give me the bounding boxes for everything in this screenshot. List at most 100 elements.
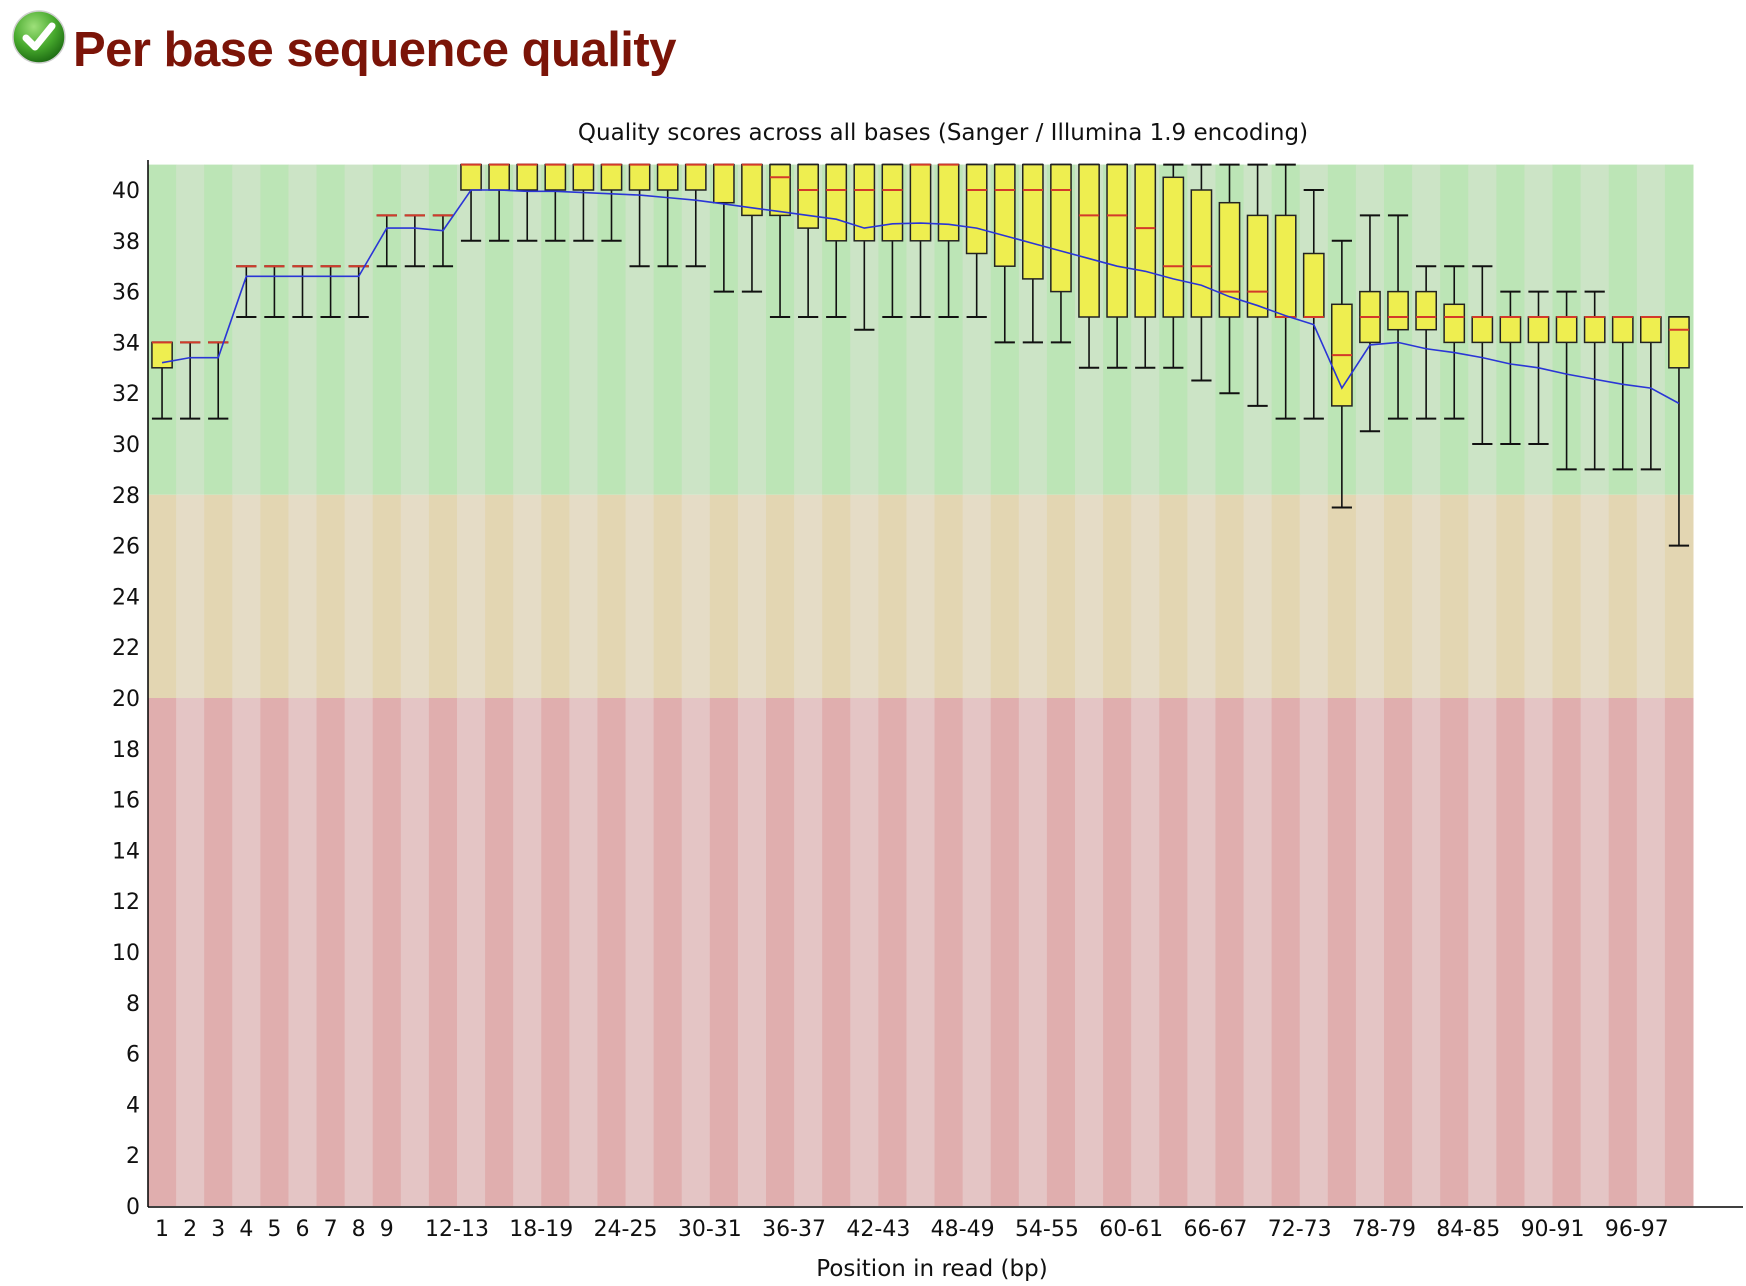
- band-reasonable-stripe: [597, 494, 627, 698]
- band-poor-stripe: [1215, 698, 1245, 1206]
- y-tick-label: 14: [112, 839, 140, 864]
- band-good-stripe: [148, 164, 177, 495]
- band-poor-stripe: [1440, 698, 1469, 1206]
- x-tick-label: 3: [211, 1217, 225, 1242]
- band-reasonable-stripe: [1271, 494, 1301, 698]
- band-poor-stripe: [766, 698, 795, 1206]
- box: [572, 163, 595, 191]
- band-good-stripe: [344, 164, 374, 495]
- boxplot-90-91: [1527, 290, 1550, 445]
- band-reasonable-stripe: [148, 494, 177, 698]
- y-tick-label: 12: [112, 890, 140, 915]
- band-reasonable-stripe: [260, 494, 289, 698]
- band-reasonable-stripe: [962, 494, 992, 698]
- x-tick-label: 2: [183, 1217, 197, 1242]
- band-poor-stripe: [962, 698, 992, 1206]
- band-reasonable-stripe: [1103, 494, 1132, 698]
- box: [937, 163, 960, 242]
- y-tick-label: 38: [112, 230, 140, 255]
- band-poor-stripe: [541, 698, 570, 1206]
- band-reasonable-stripe: [850, 494, 879, 698]
- band-reasonable-stripe: [1131, 494, 1160, 698]
- boxplot-94-95: [1583, 290, 1606, 471]
- band-poor-stripe: [1412, 698, 1441, 1206]
- x-tick-label: 42-43: [846, 1217, 910, 1242]
- band-poor-stripe: [737, 698, 767, 1206]
- boxplot-98-99: [1640, 316, 1662, 471]
- band-reasonable-stripe: [1552, 494, 1582, 698]
- band-poor-stripe: [1299, 698, 1329, 1206]
- boxplot-48-49: [937, 163, 960, 318]
- boxplot-70-71: [1246, 163, 1269, 407]
- y-tick-label: 20: [112, 687, 140, 712]
- y-tick-label: 4: [126, 1093, 140, 1118]
- x-axis-label: Position in read (bp): [816, 1256, 1047, 1282]
- box: [1555, 316, 1578, 344]
- y-tick-label: 8: [126, 992, 140, 1017]
- band-poor-stripe: [1131, 698, 1160, 1206]
- band-poor-stripe: [1496, 698, 1525, 1206]
- y-tick-label: 40: [112, 179, 140, 204]
- quality-bands: [148, 164, 1694, 1206]
- band-poor-stripe: [850, 698, 879, 1206]
- box: [1022, 163, 1044, 280]
- band-poor-stripe: [1159, 698, 1188, 1206]
- boxplot-86-87: [1471, 265, 1494, 445]
- band-reasonable-stripe: [400, 494, 430, 698]
- band-poor-stripe: [485, 698, 514, 1206]
- boxplot-8: [348, 265, 369, 318]
- x-tick-label: 30-31: [678, 1217, 742, 1242]
- band-reasonable-stripe: [485, 494, 514, 698]
- box: [460, 163, 482, 191]
- box: [965, 163, 988, 255]
- boxplot-7: [320, 265, 341, 318]
- band-poor-stripe: [1524, 698, 1554, 1206]
- boxplot-34-35: [741, 163, 763, 293]
- boxplot-52-53: [993, 163, 1016, 344]
- boxplot-80-81: [1387, 214, 1409, 420]
- box: [1640, 316, 1662, 344]
- box: [1583, 316, 1606, 344]
- box: [1162, 176, 1185, 318]
- box: [628, 163, 651, 191]
- x-tick-label: 36-37: [762, 1217, 826, 1242]
- boxplot-82-83: [1415, 265, 1437, 420]
- box: [1527, 316, 1550, 344]
- mean-line: [161, 189, 1680, 405]
- band-poor-stripe: [1580, 698, 1610, 1206]
- band-reasonable-stripe: [1496, 494, 1525, 698]
- boxplot-54-55: [1022, 163, 1044, 344]
- box: [1443, 303, 1466, 344]
- band-poor-stripe: [260, 698, 289, 1206]
- boxplot-36-37: [769, 163, 791, 318]
- boxplot-68-69: [1218, 163, 1241, 395]
- y-tick-label: 32: [112, 382, 140, 407]
- band-reasonable-stripe: [344, 494, 374, 698]
- y-tick-label: 22: [112, 636, 140, 661]
- y-tick-label: 6: [126, 1043, 140, 1068]
- boxplots: [151, 163, 1690, 547]
- boxplot-26-27: [628, 163, 651, 268]
- band-poor-stripe: [428, 698, 458, 1206]
- band-reasonable-stripe: [457, 494, 486, 698]
- y-tick-label: 24: [112, 585, 140, 610]
- band-poor-stripe: [1468, 698, 1497, 1206]
- y-tick-label: 18: [112, 738, 140, 763]
- boxplot-64-65: [1162, 163, 1185, 369]
- band-reasonable-stripe: [1580, 494, 1610, 698]
- band-good-stripe: [232, 164, 261, 495]
- y-tick-label: 30: [112, 433, 140, 458]
- x-tick-label: 24-25: [594, 1217, 658, 1242]
- band-reasonable-stripe: [766, 494, 795, 698]
- band-reasonable-stripe: [513, 494, 542, 698]
- band-poor-stripe: [794, 698, 823, 1206]
- x-tick-label: 48-49: [931, 1217, 995, 1242]
- band-reasonable-stripe: [428, 494, 458, 698]
- x-tick-label: 90-91: [1521, 1217, 1585, 1242]
- boxplot-10-11: [404, 214, 425, 268]
- box: [713, 163, 735, 204]
- band-reasonable-stripe: [878, 494, 907, 698]
- boxplot-88-89: [1499, 290, 1522, 445]
- band-reasonable-stripe: [232, 494, 261, 698]
- box: [1218, 201, 1241, 318]
